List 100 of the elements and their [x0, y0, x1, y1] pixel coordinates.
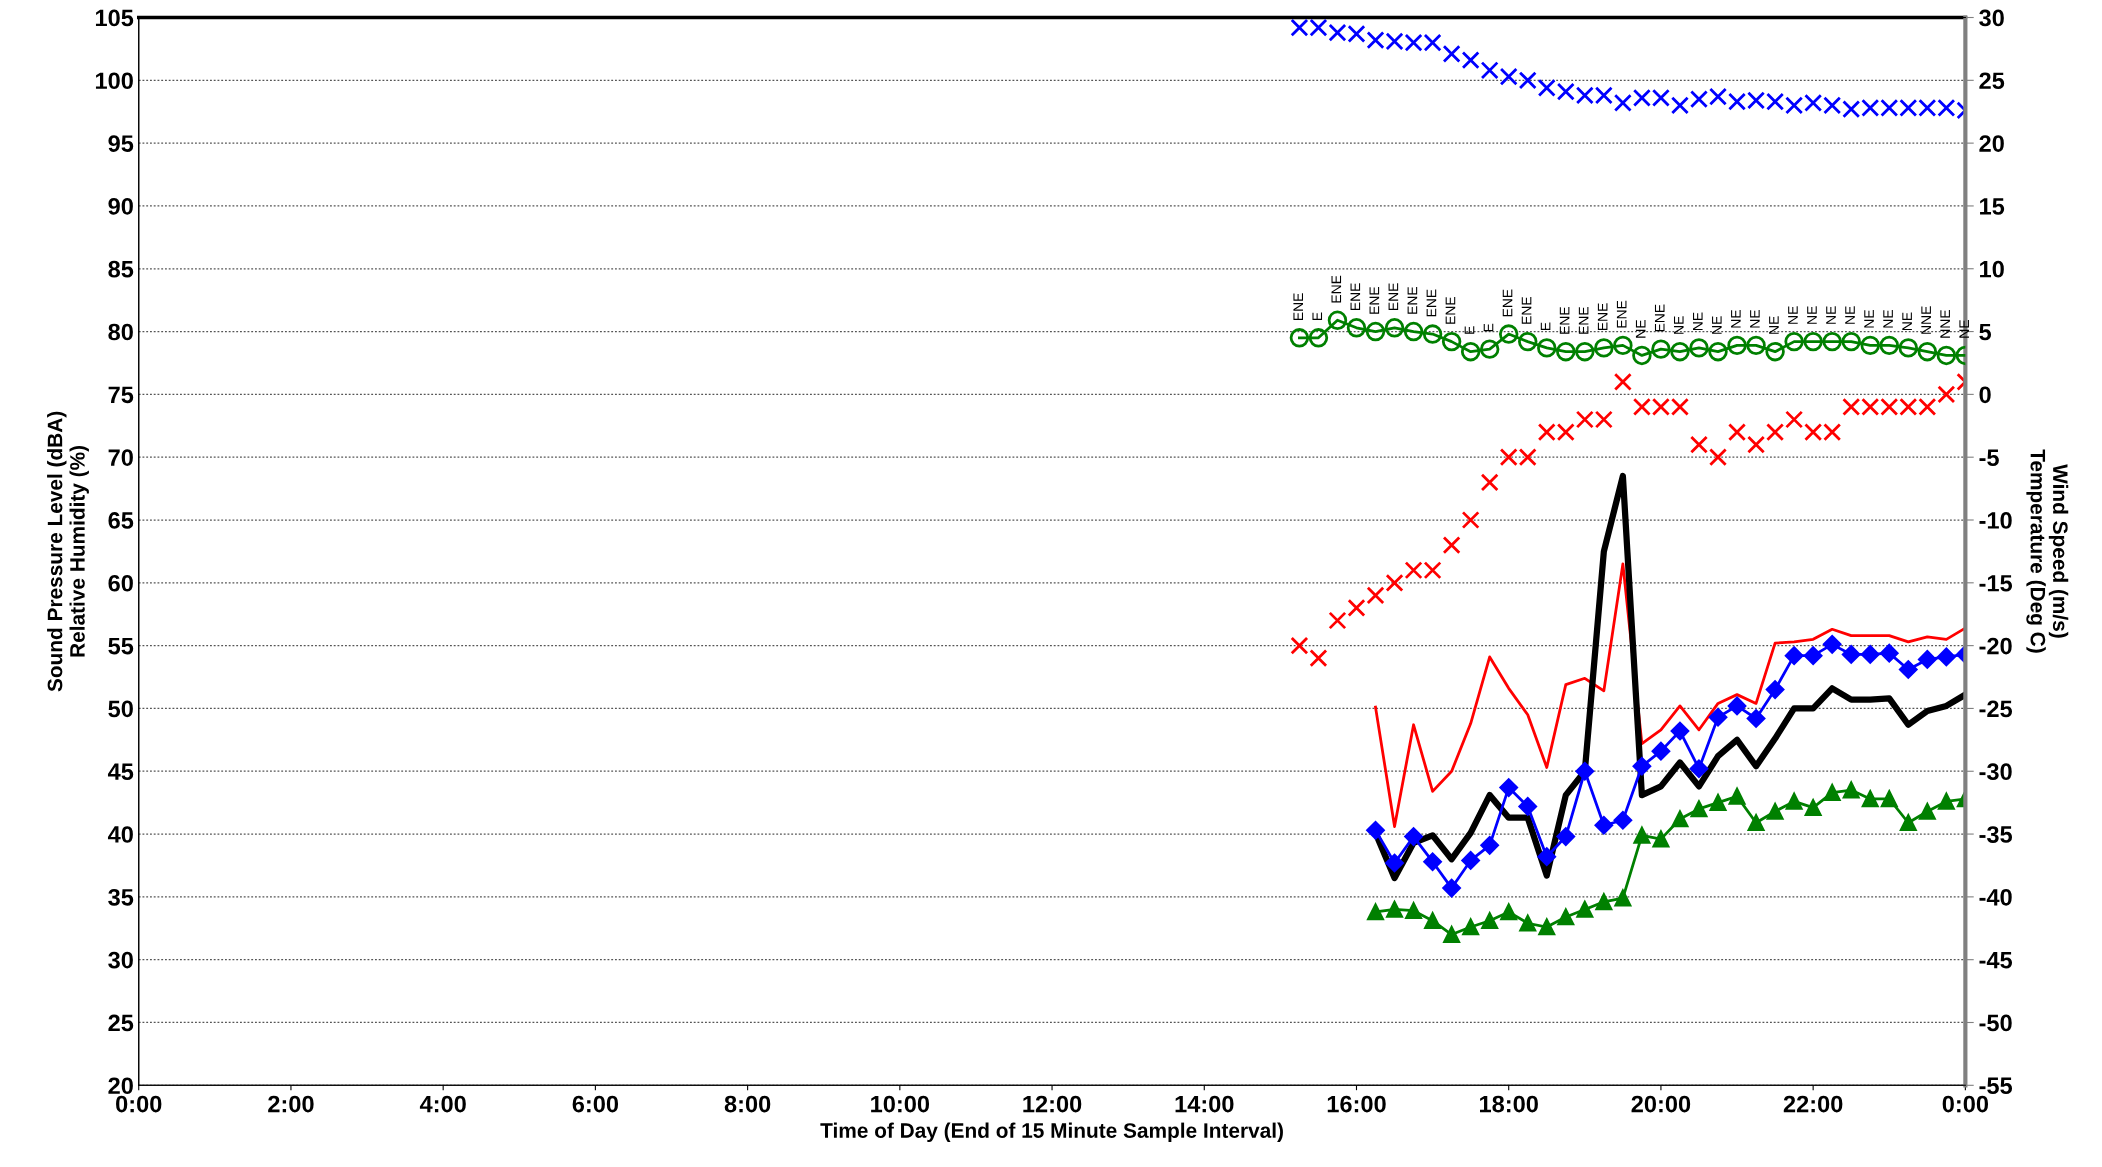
x-tick-label: 12:00 [1023, 1095, 1082, 1113]
data-label: NNE [1921, 306, 1931, 334]
point [1404, 827, 1423, 846]
y2-tick-label: -55 [1979, 1077, 2013, 1095]
point [1367, 903, 1384, 921]
point [1938, 793, 1955, 810]
point [1384, 318, 1405, 338]
point [1422, 324, 1443, 344]
point [1347, 598, 1366, 617]
x-tick-label: 8:00 [724, 1095, 771, 1113]
line-series [1374, 562, 1966, 828]
point [1423, 852, 1442, 871]
data-label: NE [1902, 312, 1912, 331]
point [1366, 821, 1385, 840]
data-label: ENE [1407, 286, 1418, 314]
point [1861, 790, 1879, 808]
y-tick-label: 85 [108, 260, 134, 278]
point [1936, 345, 1957, 366]
x-tick-label: 6:00 [572, 1095, 619, 1113]
data-label: NE [1807, 306, 1817, 324]
point [1556, 827, 1576, 846]
data-label: ENE [1350, 283, 1361, 310]
point [1441, 331, 1462, 352]
point [1804, 799, 1822, 817]
point [1403, 321, 1424, 342]
point [1822, 331, 1842, 352]
x-axis-title: Time of Day (End of 15 Minute Sample Interval) [820, 1122, 1283, 1143]
data-label: NNE [1940, 310, 1950, 338]
y2-tick-label: -5 [1979, 449, 1999, 466]
point [1899, 814, 1917, 832]
point [1670, 341, 1690, 362]
x-tick-label: 4:00 [419, 1095, 466, 1113]
point [1594, 338, 1614, 358]
point [1746, 709, 1766, 728]
y2-tick-label: -50 [1979, 1014, 2012, 1032]
x-tick-label: 20:00 [1631, 1095, 1691, 1113]
point [1308, 328, 1329, 348]
y2-tick-label: -35 [1979, 826, 2013, 843]
point [1727, 335, 1747, 356]
data-label: NE [1826, 306, 1836, 324]
point [1841, 331, 1861, 352]
data-label: E [1540, 322, 1551, 331]
point [1519, 914, 1537, 932]
data-label: NE [1750, 310, 1760, 328]
point [1385, 853, 1404, 873]
point [1442, 536, 1461, 555]
point [1500, 903, 1518, 921]
data-label: ENE [1369, 286, 1380, 314]
y-tick-label: 75 [108, 386, 134, 404]
y2-tick-label: 5 [1979, 323, 1992, 341]
point [1766, 803, 1784, 820]
y2-tick-label: 10 [1980, 260, 2004, 278]
point [1366, 586, 1385, 605]
point [1424, 912, 1441, 930]
x-tick-label: 16:00 [1327, 1095, 1386, 1113]
point [1518, 797, 1537, 816]
point [1309, 649, 1328, 668]
y-tick-label: 100 [95, 72, 133, 90]
point [1784, 646, 1804, 665]
point [1841, 645, 1861, 664]
point [1461, 51, 1480, 70]
point [1556, 341, 1576, 362]
point [1899, 660, 1918, 679]
y2-tick-label: -10 [1979, 512, 2012, 529]
x-tick-label: 18:00 [1480, 1095, 1538, 1113]
point [1576, 901, 1594, 918]
point [1537, 78, 1556, 97]
point [1765, 680, 1785, 699]
x-tick-label: 0:00 [116, 1095, 162, 1113]
y-tick-label: 60 [108, 574, 133, 592]
y2-axis-title: Wind Speed (m/s) Temperature (Deg C) [2026, 449, 2069, 653]
data-label: NE [1959, 320, 1969, 338]
y-tick-label: 50 [108, 700, 133, 718]
data-label: ENE [1445, 296, 1456, 324]
point [1480, 61, 1499, 80]
point [1480, 836, 1499, 855]
y-tick-label: 25 [108, 1014, 134, 1032]
point [1613, 93, 1632, 112]
point [1518, 71, 1537, 90]
x-tick-label: 10:00 [871, 1095, 930, 1113]
point [1880, 643, 1899, 663]
data-label: NE [1883, 310, 1893, 328]
y-tick-label: 45 [107, 763, 134, 781]
point [1823, 784, 1841, 801]
data-label: NE [1731, 310, 1741, 328]
point [1747, 814, 1765, 832]
point [1765, 341, 1785, 362]
y-tick-label: 20 [108, 1077, 133, 1095]
y-tick-label: 30 [108, 951, 133, 969]
point [1651, 339, 1671, 359]
point [1499, 778, 1518, 797]
data-label: ENE [1597, 303, 1608, 331]
point [1842, 781, 1860, 799]
point [1557, 908, 1575, 926]
y2-tick-label: -30 [1979, 763, 2012, 781]
point [1575, 341, 1595, 362]
data-label: ENE [1502, 289, 1513, 317]
point [1385, 573, 1404, 592]
data-label: E [1464, 326, 1475, 334]
y2-tick-label: 15 [1980, 198, 2005, 215]
